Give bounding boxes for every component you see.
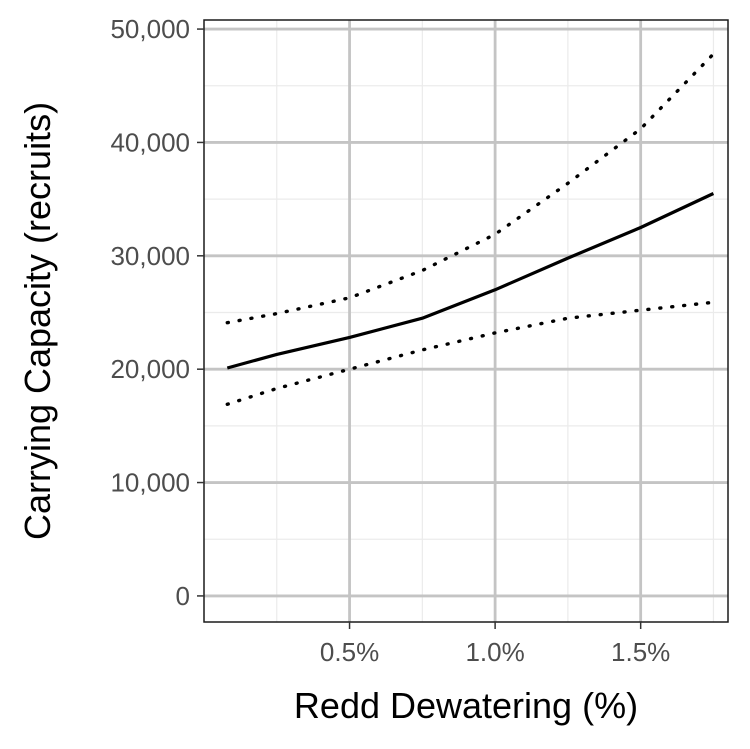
x-tick-label: 1.0% (465, 637, 524, 667)
x-tick-label: 0.5% (320, 637, 379, 667)
major-grid (204, 20, 728, 622)
y-tick-label: 40,000 (110, 127, 190, 157)
y-tick-label: 0 (176, 581, 190, 611)
y-axis: 0 10,000 20,000 30,000 40,000 50,000 (110, 14, 204, 611)
y-tick-label: 50,000 (110, 14, 190, 44)
panel-border (203, 19, 729, 623)
series-layer (225, 52, 716, 406)
lower-bound-line (225, 300, 716, 406)
x-axis-title: Redd Dewatering (%) (294, 685, 638, 726)
x-tick-label: 1.5% (611, 637, 670, 667)
y-tick-label: 10,000 (110, 468, 190, 498)
y-tick-label: 30,000 (110, 241, 190, 271)
y-tick-label: 20,000 (110, 354, 190, 384)
y-axis-title: Carrying Capacity (recruits) (17, 102, 58, 540)
estimate-line (226, 192, 715, 370)
x-axis: 0.5% 1.0% 1.5% (320, 622, 670, 667)
